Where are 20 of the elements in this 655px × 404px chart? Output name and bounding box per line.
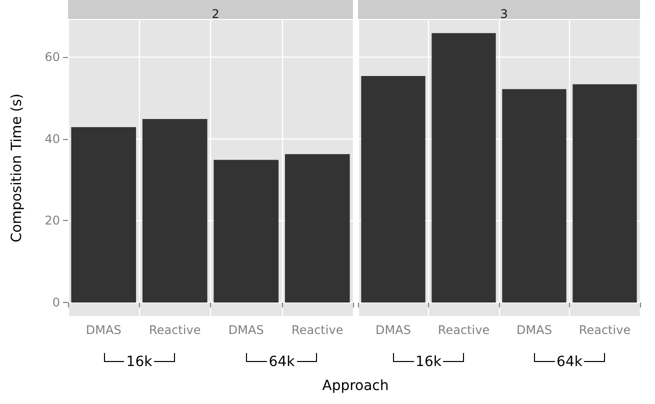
text: 64k — [266, 354, 297, 370]
chart-title: 2 — [212, 7, 220, 21]
y-axis-title: Composition Time (s) — [9, 94, 25, 242]
x-tick-label: DMAS — [228, 323, 264, 337]
y-tick-label: 20 — [44, 214, 60, 228]
x-tick-label: DMAS — [86, 323, 122, 337]
text: 16k — [414, 354, 444, 370]
x-tick-label: Reactive — [438, 323, 490, 337]
y-tick-label: 0 — [52, 296, 60, 310]
text: 64k — [554, 354, 584, 370]
y-tick-label: 60 — [44, 50, 60, 64]
x-tick-label: DMAS — [376, 323, 411, 337]
x-axis-title: Approach — [322, 378, 389, 394]
x-tick-label: Reactive — [578, 323, 631, 337]
chart-title: 3 — [500, 7, 508, 21]
x-tick-label: DMAS — [516, 323, 552, 337]
text: 16k — [124, 354, 154, 370]
y-tick-label: 40 — [44, 132, 60, 146]
x-tick-label: Reactive — [149, 323, 201, 337]
x-tick-label: Reactive — [292, 323, 344, 337]
